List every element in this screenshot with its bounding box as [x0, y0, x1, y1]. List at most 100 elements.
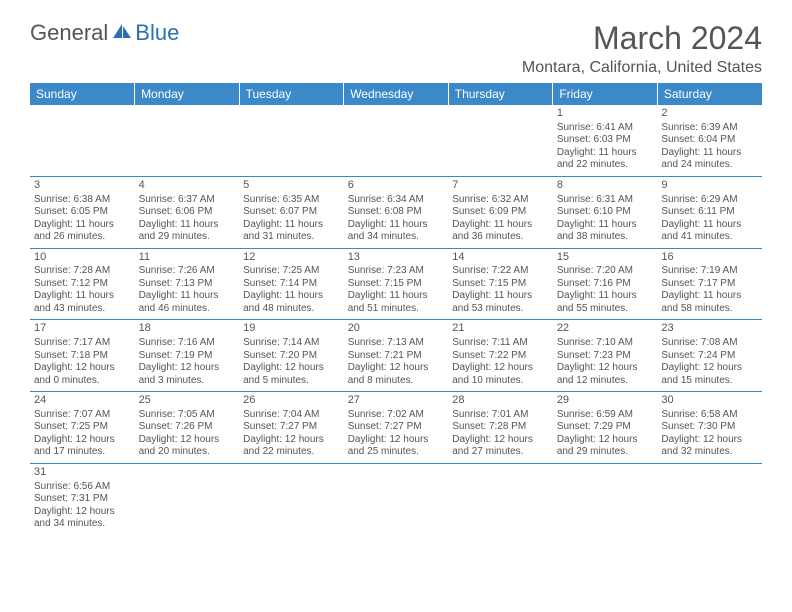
calendar-cell	[344, 463, 449, 534]
day-info: Sunset: 7:22 PM	[452, 350, 549, 363]
logo: General Blue	[30, 20, 179, 46]
day-info: Sunset: 7:26 PM	[139, 421, 236, 434]
calendar-cell: 10Sunrise: 7:28 AMSunset: 7:12 PMDayligh…	[30, 248, 135, 320]
day-info: and 27 minutes.	[452, 446, 549, 459]
day-info: Sunset: 7:14 PM	[243, 278, 340, 291]
day-info: Sunset: 7:27 PM	[348, 421, 445, 434]
day-number: 30	[661, 394, 758, 408]
title-block: March 2024 Montara, California, United S…	[522, 20, 762, 77]
calendar-row: 3Sunrise: 6:38 AMSunset: 6:05 PMDaylight…	[30, 176, 762, 248]
day-info: Sunrise: 6:39 AM	[661, 122, 758, 135]
calendar-cell: 14Sunrise: 7:22 AMSunset: 7:15 PMDayligh…	[448, 248, 553, 320]
day-info: Daylight: 12 hours	[348, 362, 445, 375]
day-number: 7	[452, 179, 549, 193]
day-info: Sunset: 7:19 PM	[139, 350, 236, 363]
day-info: Daylight: 12 hours	[452, 362, 549, 375]
calendar-cell: 23Sunrise: 7:08 AMSunset: 7:24 PMDayligh…	[657, 320, 762, 392]
day-info: Sunrise: 7:10 AM	[557, 337, 654, 350]
calendar-table: SundayMondayTuesdayWednesdayThursdayFrid…	[30, 83, 762, 535]
calendar-row: 17Sunrise: 7:17 AMSunset: 7:18 PMDayligh…	[30, 320, 762, 392]
day-info: Sunrise: 6:58 AM	[661, 409, 758, 422]
location: Montara, California, United States	[522, 59, 762, 77]
day-info: Sunrise: 7:19 AM	[661, 265, 758, 278]
day-info: and 26 minutes.	[34, 231, 131, 244]
day-info: Sunrise: 6:38 AM	[34, 194, 131, 207]
day-info: and 17 minutes.	[34, 446, 131, 459]
day-number: 28	[452, 394, 549, 408]
calendar-cell: 13Sunrise: 7:23 AMSunset: 7:15 PMDayligh…	[344, 248, 449, 320]
calendar-cell: 7Sunrise: 6:32 AMSunset: 6:09 PMDaylight…	[448, 176, 553, 248]
day-info: Daylight: 12 hours	[139, 434, 236, 447]
day-number: 2	[661, 107, 758, 121]
day-info: Daylight: 11 hours	[661, 290, 758, 303]
calendar-cell: 25Sunrise: 7:05 AMSunset: 7:26 PMDayligh…	[135, 392, 240, 464]
day-info: Sunset: 6:11 PM	[661, 206, 758, 219]
day-info: and 43 minutes.	[34, 303, 131, 316]
day-info: and 5 minutes.	[243, 375, 340, 388]
day-info: Sunset: 7:20 PM	[243, 350, 340, 363]
day-info: Sunrise: 7:07 AM	[34, 409, 131, 422]
day-number: 16	[661, 251, 758, 265]
day-info: Sunrise: 7:26 AM	[139, 265, 236, 278]
weekday-header: Wednesday	[344, 83, 449, 105]
day-info: Sunset: 6:05 PM	[34, 206, 131, 219]
day-info: Sunrise: 6:37 AM	[139, 194, 236, 207]
calendar-cell: 30Sunrise: 6:58 AMSunset: 7:30 PMDayligh…	[657, 392, 762, 464]
day-info: Sunrise: 7:08 AM	[661, 337, 758, 350]
calendar-cell: 16Sunrise: 7:19 AMSunset: 7:17 PMDayligh…	[657, 248, 762, 320]
calendar-cell: 21Sunrise: 7:11 AMSunset: 7:22 PMDayligh…	[448, 320, 553, 392]
calendar-cell: 11Sunrise: 7:26 AMSunset: 7:13 PMDayligh…	[135, 248, 240, 320]
day-info: and 8 minutes.	[348, 375, 445, 388]
calendar-cell: 6Sunrise: 6:34 AMSunset: 6:08 PMDaylight…	[344, 176, 449, 248]
day-info: Sunset: 7:29 PM	[557, 421, 654, 434]
day-info: Daylight: 12 hours	[243, 434, 340, 447]
day-number: 10	[34, 251, 131, 265]
day-info: Sunrise: 7:22 AM	[452, 265, 549, 278]
logo-general: General	[30, 20, 108, 46]
day-info: Sunset: 7:24 PM	[661, 350, 758, 363]
day-number: 19	[243, 322, 340, 336]
calendar-cell: 26Sunrise: 7:04 AMSunset: 7:27 PMDayligh…	[239, 392, 344, 464]
day-info: and 55 minutes.	[557, 303, 654, 316]
day-info: Sunrise: 6:35 AM	[243, 194, 340, 207]
day-info: Sunrise: 7:17 AM	[34, 337, 131, 350]
calendar-cell: 22Sunrise: 7:10 AMSunset: 7:23 PMDayligh…	[553, 320, 658, 392]
day-info: Daylight: 12 hours	[348, 434, 445, 447]
day-info: Daylight: 12 hours	[139, 362, 236, 375]
calendar-cell: 18Sunrise: 7:16 AMSunset: 7:19 PMDayligh…	[135, 320, 240, 392]
calendar-cell	[239, 463, 344, 534]
calendar-cell: 1Sunrise: 6:41 AMSunset: 6:03 PMDaylight…	[553, 105, 658, 176]
day-info: Daylight: 11 hours	[348, 219, 445, 232]
day-number: 24	[34, 394, 131, 408]
day-info: Sunset: 7:15 PM	[452, 278, 549, 291]
day-number: 9	[661, 179, 758, 193]
day-number: 15	[557, 251, 654, 265]
day-number: 23	[661, 322, 758, 336]
day-number: 5	[243, 179, 340, 193]
day-number: 31	[34, 466, 131, 480]
day-info: Sunrise: 7:02 AM	[348, 409, 445, 422]
calendar-cell: 15Sunrise: 7:20 AMSunset: 7:16 PMDayligh…	[553, 248, 658, 320]
day-info: Daylight: 11 hours	[243, 290, 340, 303]
calendar-cell: 24Sunrise: 7:07 AMSunset: 7:25 PMDayligh…	[30, 392, 135, 464]
calendar-cell	[448, 105, 553, 176]
sail-icon	[111, 20, 133, 46]
day-number: 8	[557, 179, 654, 193]
day-info: Daylight: 12 hours	[452, 434, 549, 447]
day-info: Sunset: 7:27 PM	[243, 421, 340, 434]
day-info: and 0 minutes.	[34, 375, 131, 388]
day-info: and 15 minutes.	[661, 375, 758, 388]
day-info: Daylight: 11 hours	[557, 290, 654, 303]
calendar-row: 31Sunrise: 6:56 AMSunset: 7:31 PMDayligh…	[30, 463, 762, 534]
day-info: Sunrise: 7:28 AM	[34, 265, 131, 278]
calendar-cell: 31Sunrise: 6:56 AMSunset: 7:31 PMDayligh…	[30, 463, 135, 534]
calendar-cell	[657, 463, 762, 534]
day-number: 17	[34, 322, 131, 336]
day-number: 27	[348, 394, 445, 408]
weekday-header: Saturday	[657, 83, 762, 105]
calendar-cell: 12Sunrise: 7:25 AMSunset: 7:14 PMDayligh…	[239, 248, 344, 320]
logo-blue: Blue	[135, 20, 179, 46]
day-info: and 36 minutes.	[452, 231, 549, 244]
weekday-header: Tuesday	[239, 83, 344, 105]
day-info: Daylight: 11 hours	[557, 147, 654, 160]
